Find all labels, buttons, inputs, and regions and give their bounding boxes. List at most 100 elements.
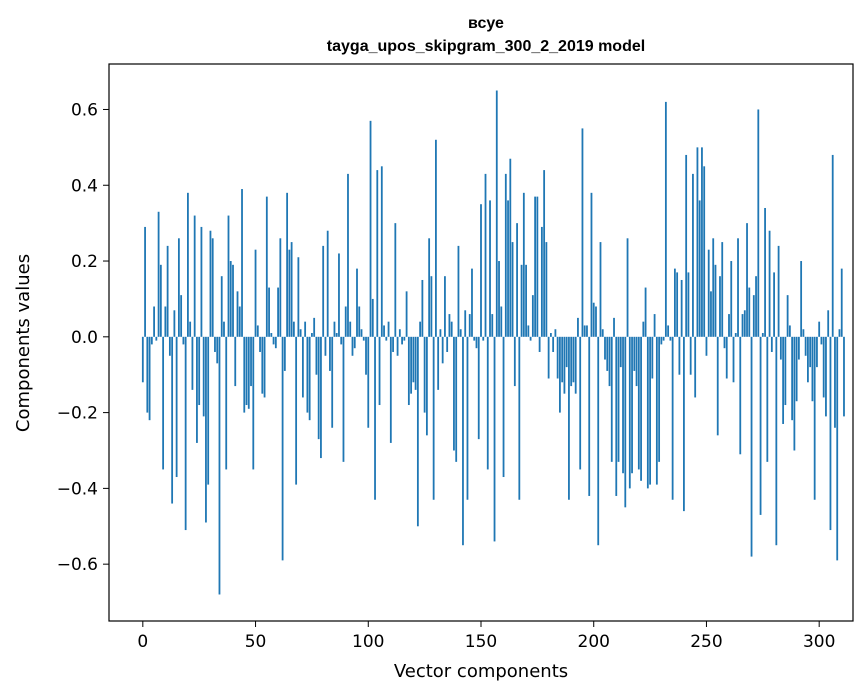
bar (477, 336, 480, 440)
bar (721, 242, 724, 337)
bar (329, 336, 331, 371)
plot-frame (108, 63, 854, 622)
bar (184, 336, 187, 531)
bar (613, 317, 615, 337)
bar (324, 336, 327, 356)
bar (500, 306, 503, 337)
bar (750, 336, 753, 557)
bar (651, 336, 654, 379)
bar (193, 215, 196, 337)
bar (439, 329, 442, 337)
bar (450, 321, 453, 337)
bar (311, 333, 313, 337)
bar (768, 230, 771, 337)
bar (761, 333, 764, 337)
bar (446, 336, 449, 352)
bar (743, 310, 746, 337)
bar (734, 333, 737, 337)
bar (599, 242, 602, 337)
bar (421, 279, 424, 337)
bar (770, 336, 773, 352)
bar (401, 336, 403, 345)
bar (712, 238, 715, 337)
bar (622, 336, 624, 474)
bar (683, 336, 685, 512)
bar (247, 336, 250, 409)
bar (437, 336, 440, 390)
bar (710, 291, 712, 337)
x-tick-label: 200 (578, 632, 610, 652)
bar (631, 336, 633, 474)
bar (793, 336, 796, 451)
bar (696, 147, 699, 337)
bar (755, 276, 757, 337)
bar (640, 336, 642, 481)
bar (378, 336, 381, 406)
bar (468, 314, 471, 337)
bar (331, 336, 334, 428)
bar (252, 336, 255, 470)
bar (788, 325, 791, 337)
bar (489, 200, 491, 337)
bar (554, 329, 557, 337)
bar (283, 336, 286, 371)
bar (482, 336, 485, 341)
bar (529, 336, 532, 341)
bar (601, 329, 604, 337)
bar (574, 336, 577, 394)
bar (838, 329, 841, 337)
x-tick-label: 50 (245, 632, 267, 652)
bar (223, 321, 225, 337)
bar (238, 306, 241, 337)
bar (626, 238, 629, 337)
bar (586, 325, 588, 337)
bar (473, 336, 476, 341)
bar (728, 314, 730, 337)
bar (525, 264, 527, 337)
bar (335, 333, 338, 337)
bar (624, 336, 627, 508)
bar (229, 261, 232, 337)
bar (534, 196, 537, 337)
bar (518, 336, 521, 500)
bar (342, 336, 345, 462)
bar (164, 306, 167, 337)
bar (782, 336, 785, 424)
bar (313, 317, 316, 337)
bar (196, 336, 198, 443)
bar (716, 336, 719, 436)
bar (800, 261, 803, 337)
bar (565, 336, 568, 368)
bar (547, 336, 550, 379)
bar (820, 336, 823, 345)
bar (714, 264, 717, 337)
bar (146, 336, 149, 413)
bar (148, 336, 151, 421)
bar (545, 242, 548, 337)
x-tick-label: 100 (352, 632, 384, 652)
bar (484, 173, 487, 337)
bar (834, 336, 836, 428)
bar (254, 249, 257, 337)
bar (759, 336, 762, 515)
bar (752, 295, 755, 337)
bar (301, 336, 304, 398)
bar (649, 336, 651, 485)
bar (157, 211, 160, 337)
y-tick-label: 0.0 (71, 328, 98, 348)
bar (531, 295, 534, 337)
bar (678, 336, 681, 375)
bar (692, 173, 694, 337)
bar (637, 336, 640, 470)
bar (563, 336, 566, 394)
bar (150, 336, 153, 345)
bar (394, 223, 397, 337)
bar (261, 336, 264, 394)
bar (646, 336, 649, 489)
bar (739, 336, 742, 455)
bar (522, 192, 525, 337)
bar (263, 336, 266, 398)
bar (392, 336, 394, 352)
bar (552, 336, 555, 352)
bar (653, 314, 656, 337)
